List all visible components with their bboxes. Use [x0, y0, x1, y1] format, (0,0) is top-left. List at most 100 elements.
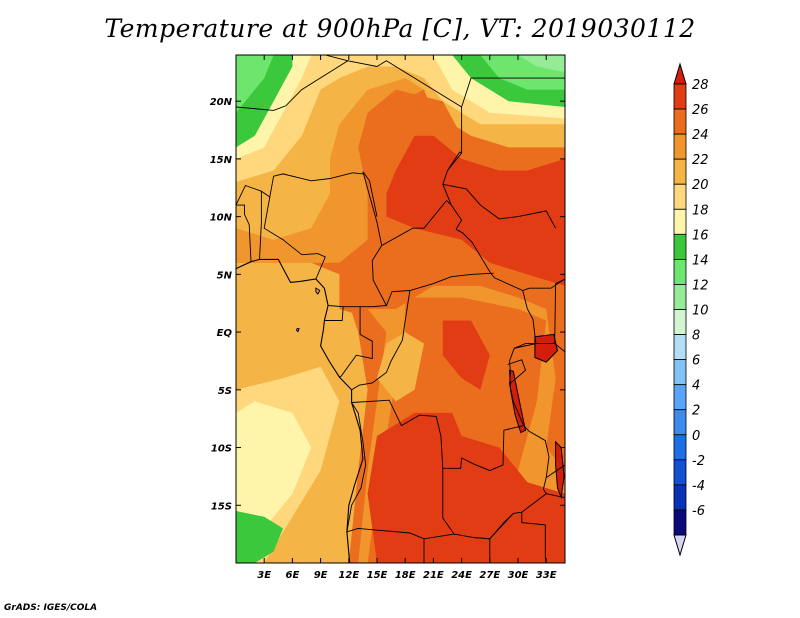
country-border: [473, 425, 550, 540]
x-tick-label: 27E: [479, 570, 500, 581]
coastline: [236, 258, 364, 563]
country-border: [346, 402, 367, 532]
x-tick-label: 21E: [423, 570, 444, 581]
temperature-region: [442, 320, 490, 390]
temperature-region: [236, 401, 312, 529]
colorbar-swatch: [673, 208, 687, 235]
colorbar-label: 4: [692, 379, 700, 394]
colorbar-label: 24: [692, 128, 709, 143]
colorbar-swatch: [673, 258, 687, 285]
colorbar-bottom-arrow: [673, 534, 687, 557]
colorbar-swatch: [673, 309, 687, 335]
country-border: [554, 278, 565, 344]
country-border: [236, 172, 364, 206]
country-border: [351, 290, 537, 472]
colorbar-swatch: [673, 459, 687, 486]
colorbar-swatch: [673, 434, 687, 461]
colorbar-swatch: [673, 384, 687, 411]
x-tick-label: 15E: [367, 570, 388, 581]
temperature-regions: [236, 55, 565, 563]
colorbar-swatch: [673, 133, 687, 160]
colorbar-swatch: [673, 233, 687, 260]
colorbar-label: 28: [692, 78, 709, 93]
colorbar-swatch: [673, 158, 687, 185]
country-border: [339, 306, 373, 378]
y-tick-label: 10S: [211, 444, 232, 455]
x-tick-label: 12E: [338, 570, 359, 581]
x-tick-label: 33E: [536, 570, 557, 581]
temperature-region: [386, 135, 565, 286]
colorbar-label: 20: [692, 178, 709, 193]
colorbar-label: 6: [692, 354, 700, 369]
colorbar-swatch: [673, 509, 687, 536]
x-tick-label: 24E: [451, 570, 472, 581]
temperature-region: [236, 55, 274, 113]
x-tick-label: 18E: [395, 570, 416, 581]
country-border: [346, 527, 474, 540]
colorbar-label: -4: [692, 479, 705, 494]
colorbar-label: 12: [692, 278, 709, 293]
country-border: [447, 151, 462, 171]
credit-text: GrADS: IGES/COLA: [4, 603, 98, 613]
y-tick-label: 5N: [217, 270, 233, 281]
colorbar-swatch: [673, 108, 687, 135]
colorbar-label: 26: [692, 103, 709, 118]
country-border: [455, 228, 565, 291]
country-border: [263, 196, 326, 280]
y-tick-label: 10N: [210, 213, 233, 224]
country-border: [324, 306, 344, 321]
country-border: [442, 468, 455, 535]
y-tick-label: 15S: [211, 501, 232, 512]
x-axis: 3E 6E 9E 12E 15E 18E 21E 24E 27E 30E 33E: [257, 55, 557, 581]
x-tick-label: 30E: [508, 570, 529, 581]
country-border: [461, 77, 565, 108]
x-tick-label: 6E: [286, 570, 300, 581]
colorbar-label: 16: [692, 228, 709, 243]
country-border: [521, 512, 547, 563]
colorbar-label: 2: [692, 404, 700, 419]
y-tick-label: 5S: [218, 386, 232, 397]
colorbar-label: 18: [692, 203, 709, 218]
colorbar-top-arrow: [673, 62, 687, 85]
colorbar-swatch: [673, 359, 687, 386]
colorbar-label: 0: [692, 429, 700, 444]
colorbar-swatch: [673, 183, 687, 210]
y-tick-label: EQ: [217, 328, 233, 339]
island-outline: [296, 328, 300, 333]
country-border: [473, 513, 514, 540]
temperature-region: [377, 332, 424, 402]
country-border: [351, 290, 411, 391]
country-border: [489, 538, 491, 563]
map-plot-area: [235, 54, 566, 564]
x-tick-label: 9E: [314, 570, 328, 581]
island-outline: [315, 287, 321, 295]
country-border: [236, 60, 349, 111]
country-border: [442, 183, 556, 229]
temperature-region: [367, 412, 565, 563]
x-tick-label: 3E: [257, 570, 271, 581]
colorbar-label: 8: [692, 329, 700, 344]
colorbar-label: -2: [692, 454, 705, 469]
colorbar-label: 14: [692, 253, 709, 268]
colorbar-swatch: [673, 484, 687, 511]
country-border: [371, 245, 494, 307]
colorbar-label: -6: [692, 504, 705, 519]
temperature-region: [518, 55, 565, 73]
y-tick-label: 20N: [210, 97, 233, 108]
colorbar-swatch: [673, 409, 687, 436]
plot-frame: [235, 54, 566, 564]
colorbar-label: 22: [692, 153, 709, 168]
country-border: [507, 359, 527, 385]
lake-outline: [534, 333, 559, 363]
colorbar-label: 10: [692, 304, 709, 319]
chart-title: Temperature at 900hPa [C], VT: 201903011…: [104, 14, 696, 43]
country-border: [545, 464, 565, 478]
colorbar-swatch: [673, 334, 687, 361]
colorbar-swatch: [673, 83, 687, 110]
country-border: [546, 493, 565, 499]
country-border: [259, 191, 262, 260]
y-tick-label: 15N: [210, 155, 233, 166]
country-border: [236, 204, 252, 262]
